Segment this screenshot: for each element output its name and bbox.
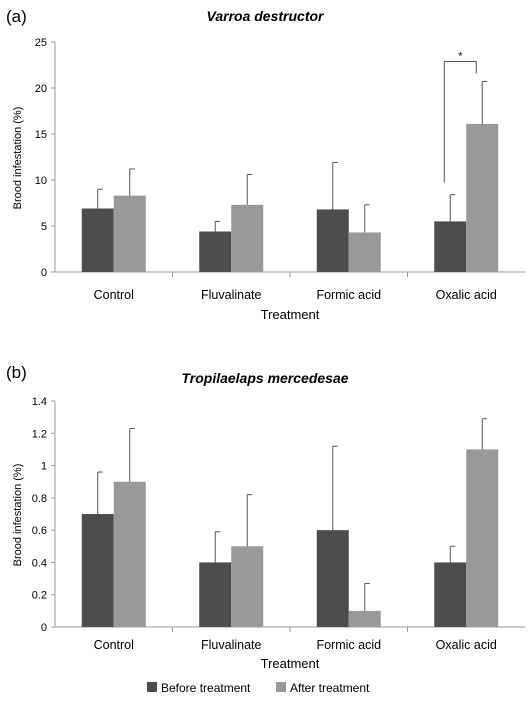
legend-swatch-before: [147, 682, 157, 692]
bar: [81, 208, 114, 272]
significance-mark: *: [458, 51, 463, 63]
bar: [316, 209, 349, 272]
y-tick-label: 0.4: [32, 557, 47, 569]
bar: [231, 204, 264, 272]
y-tick-label: 0.6: [32, 525, 47, 537]
y-tick-label: 0.8: [32, 493, 47, 505]
bar: [81, 514, 114, 627]
y-tick-label: 5: [41, 221, 47, 233]
legend: Before treatment After treatment: [147, 681, 370, 695]
y-tick-label: 25: [35, 37, 47, 49]
bar: [199, 231, 232, 272]
x-tick-label: Control: [94, 638, 134, 652]
y-tick-label: 1.4: [32, 396, 47, 408]
bar: [466, 123, 499, 272]
panel-b-label: (b): [6, 363, 27, 382]
y-tick-label: 0: [41, 267, 47, 279]
y-tick-label: 20: [35, 83, 47, 95]
y-tick-label: 15: [35, 129, 47, 141]
panel-a-xlabel: Treatment: [261, 307, 320, 322]
panel-b-xlabel: Treatment: [261, 656, 320, 671]
bar: [199, 562, 232, 627]
panel-a-plot: 0 5 10 15 20 25 Control Fluvalinate Formic acid O…: [35, 37, 525, 302]
y-tick-label: 0.2: [32, 590, 47, 602]
panel-b-plot: 0 0.2 0.4 0.6 0.8 1 1.2 1.4 Control Fluvalinate Fo…: [32, 396, 525, 652]
x-tick-label: Formic acid: [316, 638, 381, 652]
x-tick-label: Oxalic acid: [436, 638, 497, 652]
legend-label-before: Before treatment: [161, 681, 251, 695]
bar: [348, 232, 381, 272]
panel-a-ylabel: Brood infestation (%): [12, 107, 24, 210]
legend-label-after: After treatment: [290, 681, 370, 695]
x-tick-label: Oxalic acid: [436, 288, 497, 302]
legend-swatch-after: [276, 682, 286, 692]
panel-a-label: (a): [6, 7, 27, 26]
y-tick-label: 1.2: [32, 428, 47, 440]
significance-bracket: [443, 61, 477, 183]
bar: [113, 195, 146, 272]
x-tick-label: Fluvalinate: [201, 288, 261, 302]
y-tick-label: 1: [41, 461, 47, 473]
bar: [231, 546, 264, 627]
bar: [316, 530, 349, 627]
x-tick-label: Formic acid: [316, 288, 381, 302]
panel-b-title: Tropilaelaps mercedesae: [181, 370, 348, 386]
panel-b-ylabel: Brood infestation (%): [12, 464, 24, 567]
bar: [434, 562, 467, 627]
bar: [348, 610, 381, 627]
bar: [113, 481, 146, 627]
x-tick-label: Fluvalinate: [201, 638, 261, 652]
bar: [466, 449, 499, 627]
y-tick-label: 0: [41, 622, 47, 634]
x-tick-label: Control: [94, 288, 134, 302]
bar: [434, 221, 467, 272]
y-tick-label: 10: [35, 175, 47, 187]
panel-a-title: Varroa destructor: [207, 8, 326, 24]
